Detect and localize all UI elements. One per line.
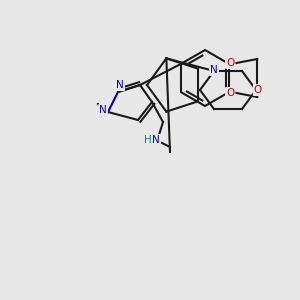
Text: H: H: [144, 135, 152, 145]
Text: N: N: [152, 135, 160, 145]
Text: N: N: [99, 105, 107, 115]
Text: N: N: [210, 65, 218, 75]
Text: O: O: [226, 58, 234, 68]
Text: O: O: [226, 88, 234, 98]
Text: O: O: [254, 85, 262, 95]
Text: N: N: [116, 80, 124, 90]
